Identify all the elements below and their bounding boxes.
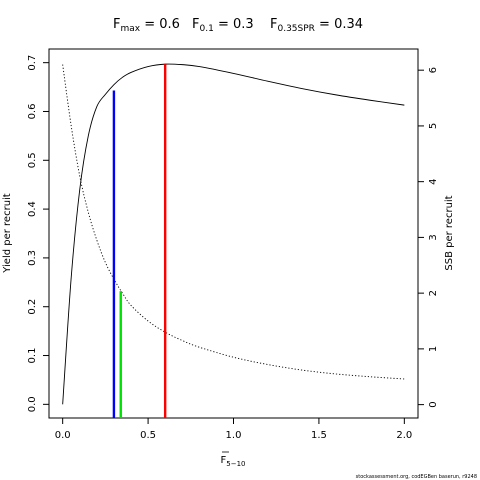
reference-lines [112, 64, 167, 418]
y-axis-left-label: Yield per recruit [2, 193, 13, 274]
y-right-tick-label: 5 [428, 123, 439, 129]
y-left-tick-label: 0.1 [27, 348, 38, 364]
y-axis-left: 0.0 0.1 0.2 0.3 0.4 0.5 0.6 0.7 [27, 55, 49, 412]
y-axis-right-label: SSB per recruit [444, 195, 455, 270]
y-left-tick-label: 0.6 [27, 104, 38, 120]
footer-text: stockassessment.org, codEGBen baserun, r… [356, 474, 477, 480]
y-right-tick-label: 0 [428, 401, 439, 407]
y-right-tick-label: 2 [428, 290, 439, 296]
y-left-tick-label: 0.2 [27, 299, 38, 315]
y-left-tick-label: 0.5 [27, 152, 38, 168]
x-axis-label: F5−10 [221, 455, 246, 468]
y-right-tick-label: 6 [428, 67, 439, 73]
y-left-tick-label: 0.4 [27, 201, 38, 217]
y-left-tick-label: 0.0 [27, 396, 38, 412]
series-layer [62, 63, 405, 405]
y-right-tick-label: 4 [428, 178, 439, 184]
x-axis: 0.0 0.5 1.0 1.5 2.0 [55, 418, 412, 441]
y-axis-right: 0 1 2 3 4 5 6 [418, 67, 439, 408]
y-left-tick-label: 0.3 [27, 250, 38, 266]
y-right-tick-label: 1 [428, 346, 439, 352]
x-tick-label: 0.5 [140, 430, 156, 441]
plot-frame [48, 48, 419, 419]
x-tick-label: 1.0 [226, 430, 242, 441]
yield-per-recruit-curve [62, 63, 405, 405]
x-tick-label: 0.0 [55, 430, 71, 441]
x-tick-label: 1.5 [311, 430, 327, 441]
y-right-tick-label: 3 [428, 234, 439, 240]
ssb-per-recruit-curve [62, 64, 405, 380]
chart-title: Fmax = 0.6 F0.1 = 0.3 F0.35SPR = 0.34 [113, 17, 363, 34]
y-left-tick-label: 0.7 [27, 55, 38, 71]
x-tick-label: 2.0 [396, 430, 412, 441]
